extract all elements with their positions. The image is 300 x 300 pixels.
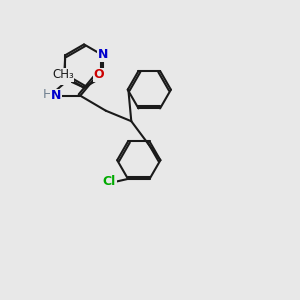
Text: N: N: [59, 71, 70, 84]
Text: N: N: [51, 89, 62, 102]
Text: Cl: Cl: [103, 176, 116, 188]
Text: N: N: [98, 48, 108, 61]
Text: CH₃: CH₃: [52, 68, 74, 82]
Text: H: H: [43, 88, 52, 101]
Text: O: O: [94, 68, 104, 81]
